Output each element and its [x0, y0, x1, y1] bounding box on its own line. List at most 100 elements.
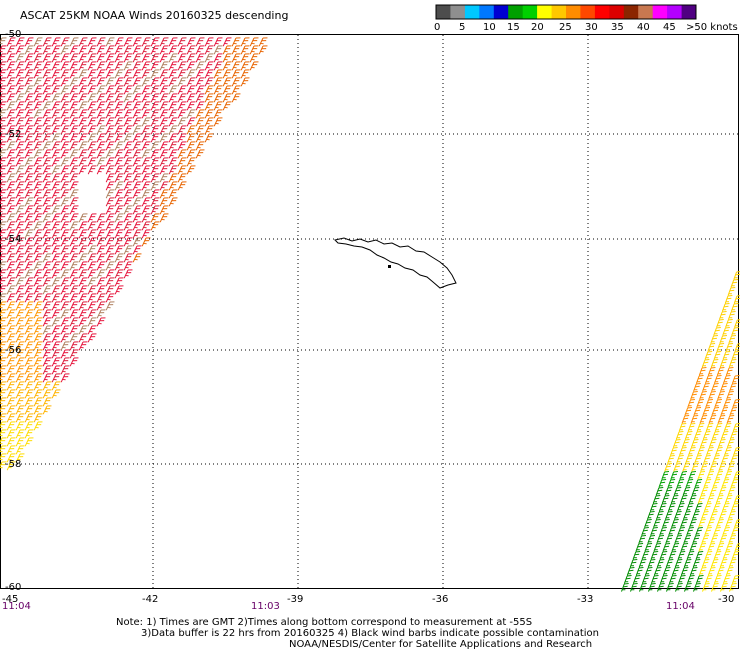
wind-barb — [150, 197, 160, 207]
wind-barb — [105, 261, 115, 271]
wind-barb — [159, 77, 169, 87]
wind-barb — [42, 349, 52, 359]
wind-barb — [733, 470, 740, 480]
wind-barb — [42, 293, 52, 303]
wind-barb — [15, 365, 25, 375]
wind-barb — [132, 69, 142, 79]
wind-barb — [711, 406, 720, 416]
footnote-line-1: Note: 1) Times are GMT 2)Times along bot… — [116, 617, 533, 628]
wind-barb — [60, 133, 70, 143]
wind-barb — [132, 221, 142, 231]
wind-barb — [159, 93, 169, 103]
wind-barb — [141, 237, 151, 247]
wind-barb — [714, 446, 723, 456]
wind-barb — [51, 149, 61, 159]
wind-barb — [24, 349, 34, 359]
wind-barb — [87, 221, 97, 231]
wind-barb — [686, 574, 695, 584]
wind-barb — [150, 77, 160, 87]
wind-barb — [69, 173, 79, 183]
wind-barb — [87, 125, 97, 135]
wind-barb — [33, 357, 43, 367]
wind-barb — [51, 181, 61, 191]
wind-barb — [177, 165, 187, 175]
wind-barb — [717, 414, 726, 424]
wind-barb — [6, 205, 16, 215]
wind-barb — [114, 205, 124, 215]
wind-barb — [42, 61, 52, 71]
wind-barb — [159, 213, 169, 223]
wind-barbs — [0, 37, 740, 592]
wind-barb — [195, 101, 205, 111]
wind-barb — [24, 269, 34, 279]
wind-barb — [186, 133, 196, 143]
wind-barb — [0, 301, 7, 311]
wind-barb — [132, 149, 142, 159]
wind-barb — [666, 582, 674, 592]
wind-barb — [710, 534, 719, 544]
wind-barb — [177, 101, 187, 111]
wind-barb — [42, 45, 52, 55]
wind-barb — [51, 365, 61, 375]
wind-barb — [51, 189, 61, 199]
wind-barb — [132, 109, 142, 119]
wind-barb — [15, 437, 25, 447]
latitude-labels: -50 -52 -54 -56 -58 -60 — [5, 29, 21, 593]
wind-barb — [33, 189, 43, 199]
wind-barb — [177, 173, 187, 183]
wind-barb — [728, 534, 737, 544]
wind-barb — [168, 37, 178, 47]
wind-barb — [141, 157, 151, 167]
wind-barb — [60, 341, 70, 351]
wind-barb — [33, 293, 43, 303]
wind-barb — [0, 429, 7, 439]
wind-barb — [15, 293, 25, 303]
wind-barb — [6, 77, 16, 87]
wind-barb — [33, 205, 43, 215]
wind-barb — [96, 61, 106, 71]
wind-barb — [69, 325, 79, 335]
wind-barb — [87, 69, 97, 79]
wind-barb — [195, 125, 205, 135]
wind-barb — [96, 285, 106, 295]
wind-barb — [24, 133, 34, 143]
wind-barb — [732, 422, 740, 432]
wind-barb — [727, 510, 736, 520]
wind-barb — [78, 149, 88, 159]
wind-barb — [706, 494, 715, 504]
wind-barb — [15, 197, 25, 207]
legend-swatch — [594, 5, 610, 19]
wind-barb — [204, 37, 214, 47]
wind-barb — [15, 389, 25, 399]
wind-barb — [24, 229, 34, 239]
wind-barb — [96, 109, 106, 119]
wind-barb — [42, 197, 52, 207]
wind-barb — [159, 125, 169, 135]
wind-barb — [240, 77, 250, 87]
wind-barb — [42, 149, 52, 159]
wind-barb — [725, 318, 733, 328]
wind-barb — [24, 365, 34, 375]
wind-barb — [159, 181, 169, 191]
wind-barb — [87, 141, 97, 151]
wind-barb — [732, 398, 740, 408]
wind-barb — [105, 109, 115, 119]
wind-barb — [659, 550, 668, 560]
speed-legend-bar — [435, 4, 697, 20]
wind-barb — [670, 470, 679, 480]
wind-barb — [60, 117, 70, 127]
wind-barb — [132, 101, 142, 111]
wind-barb — [668, 550, 677, 560]
wind-barb — [42, 117, 52, 127]
wind-barb — [679, 470, 688, 480]
wind-barb — [60, 317, 70, 327]
wind-barb — [725, 566, 734, 576]
wind-barb — [24, 197, 34, 207]
wind-barb — [114, 213, 124, 223]
wind-barb — [24, 373, 34, 383]
wind-barb — [15, 333, 25, 343]
wind-barb — [24, 309, 34, 319]
wind-barb — [78, 317, 88, 327]
wind-barb — [60, 165, 70, 175]
